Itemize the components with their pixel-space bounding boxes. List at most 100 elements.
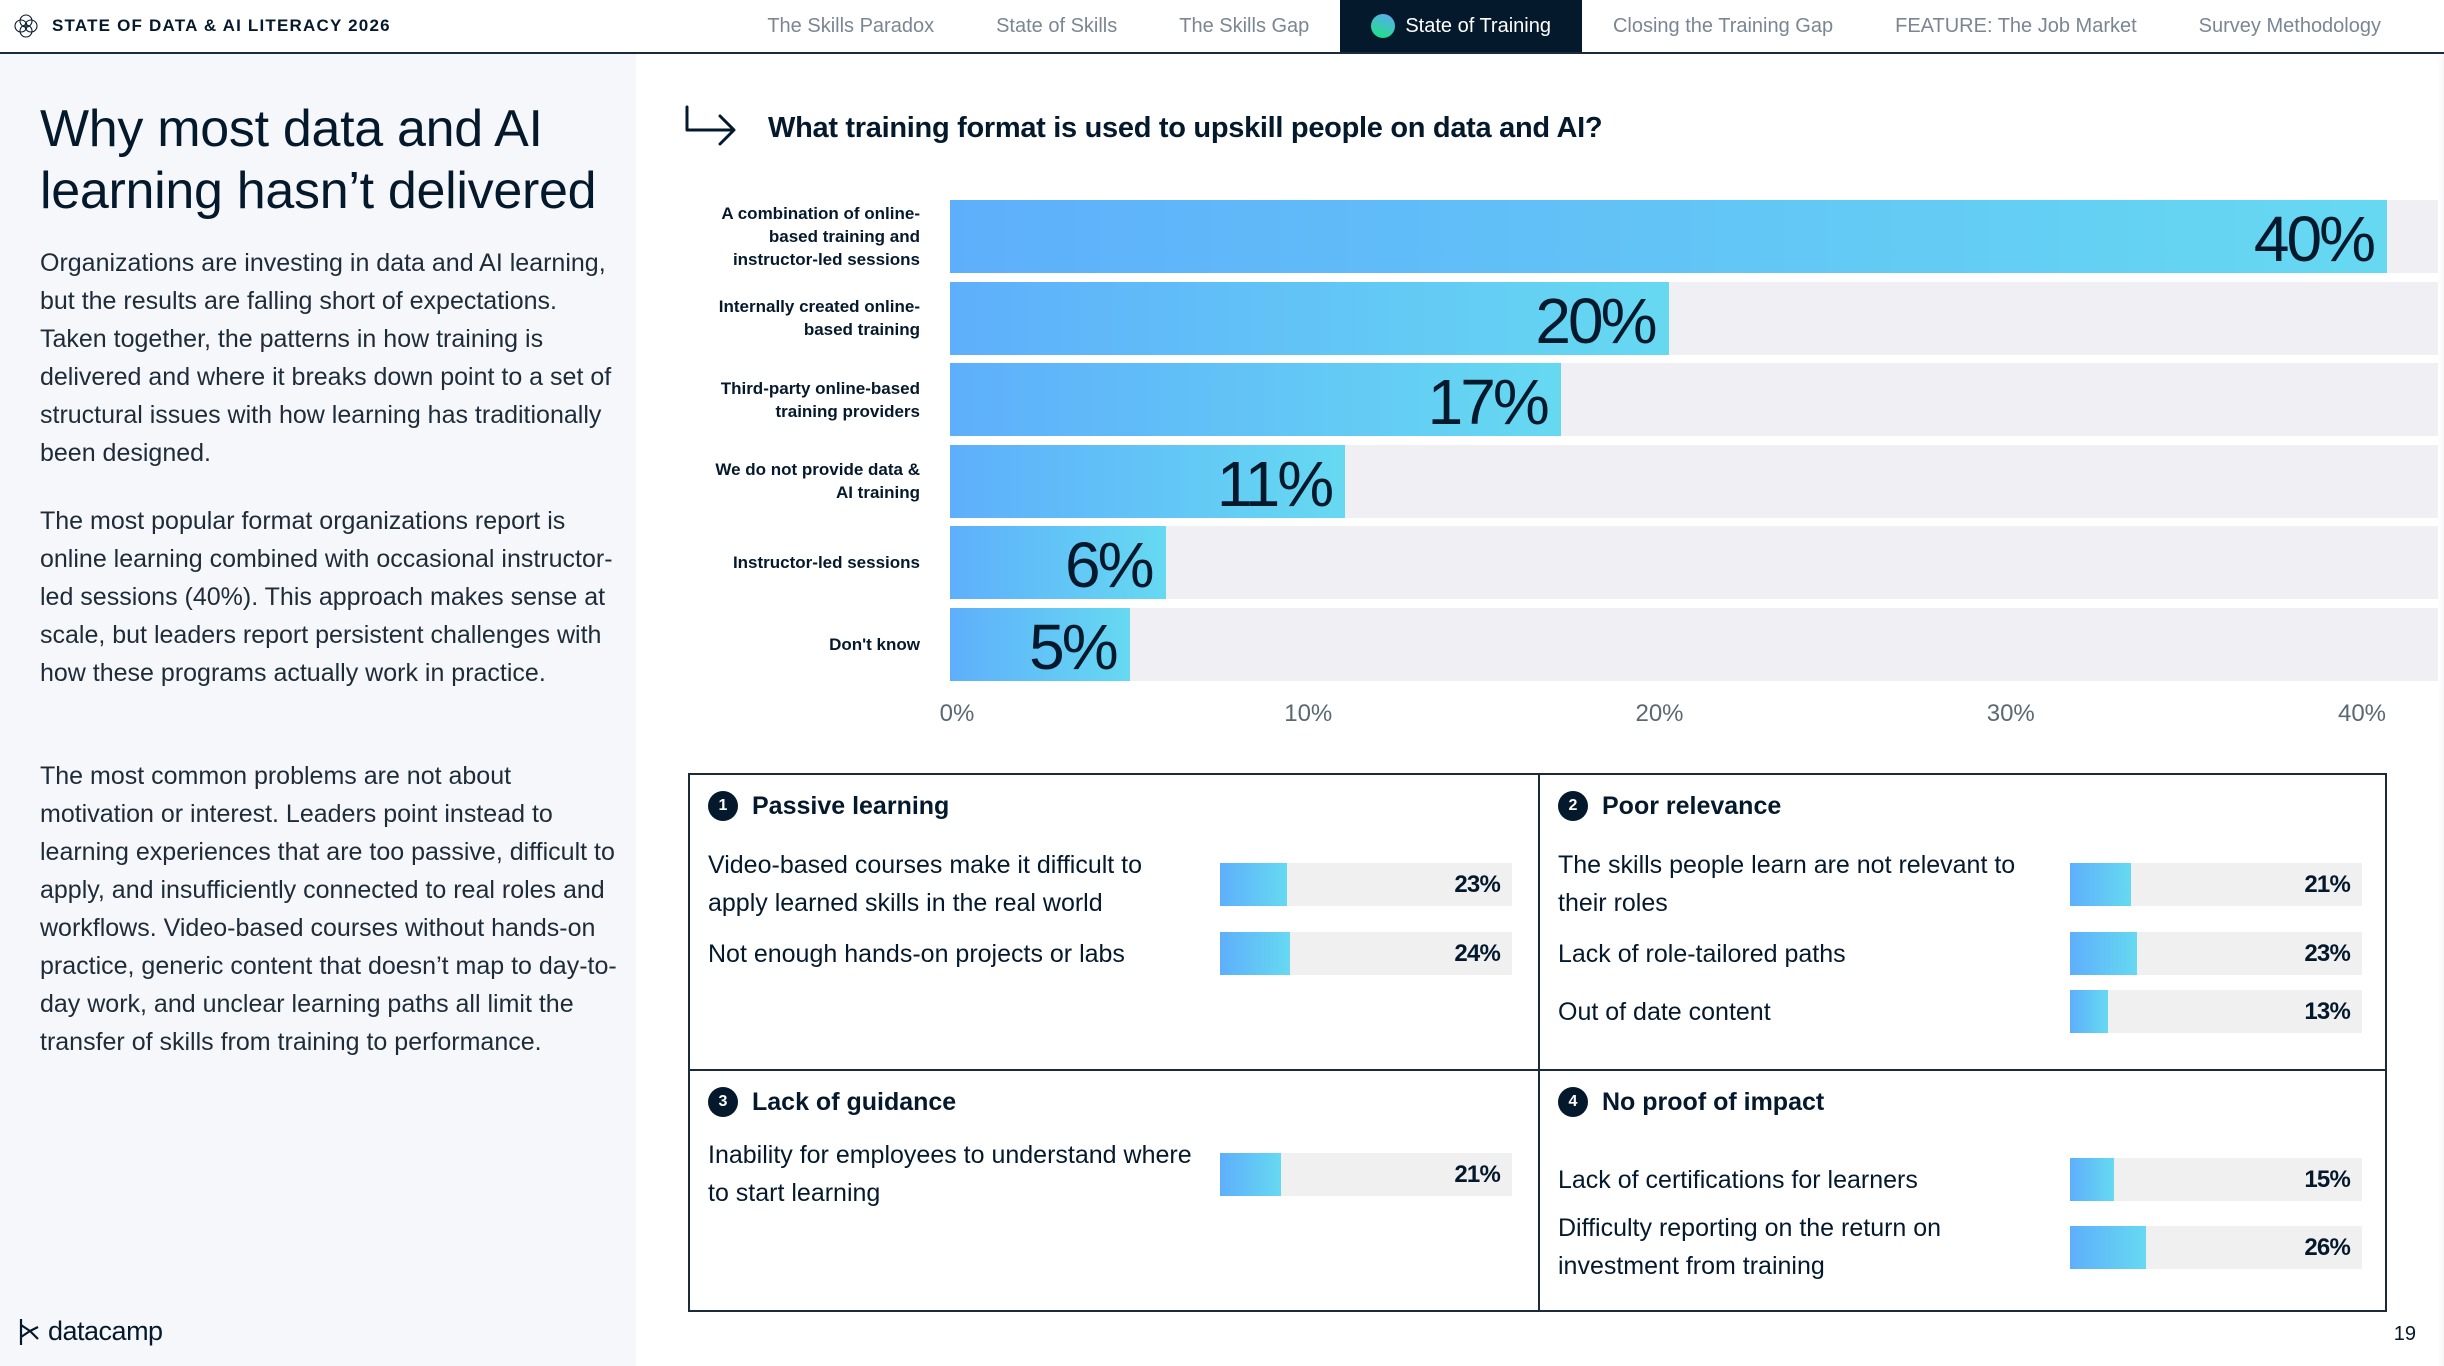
x-axis-tick-label: 0% [939,700,975,727]
mini-bar-value: 24% [1454,940,1500,967]
bar-track[interactable]: 17% [950,363,2438,438]
problem-item-text: Lack of certifications for learners [1558,1166,1918,1194]
datacamp-logo-text: datacamp [48,1316,163,1346]
bar-track[interactable]: 11% [950,444,2438,520]
bar: 6% [950,526,1166,601]
mini-bar-track: 13% [2070,990,2362,1033]
card-header: 2 Poor relevance [1558,791,1781,821]
intro-paragraph: The most common problems are not about m… [40,762,617,1056]
mini-bar-fill [2070,863,2132,906]
problem-item-text: Difficulty reporting on the return on in… [1558,1214,1942,1280]
tab-state-of-training[interactable]: State of Training [1340,0,1582,52]
datacamp-logo[interactable]: datacamp [18,1316,163,1347]
tab-state-of-skills[interactable]: State of Skills [965,0,1148,52]
section-tabs: The Skills Paradox State of Skills The S… [736,0,2412,52]
problem-card: 2 Poor relevance The skills people learn a… [1540,775,2387,1071]
mini-bar-value: 26% [2304,1234,2350,1261]
card-number-badge: 1 [708,791,738,821]
active-tab-dot-icon [1371,14,1396,38]
mini-bar-fill [2070,990,2108,1033]
mini-bar-value: 21% [1454,1161,1500,1188]
page-edge-shadow [2438,54,2444,1366]
mini-bar-value: 15% [2304,1166,2350,1193]
datacamp-logo-icon [19,1318,39,1345]
bar-category-label: Don't know [829,634,920,654]
mini-bar-track: 21% [2070,863,2362,906]
bar-value-label: 17% [1427,366,1550,438]
mini-bar-value: 23% [2304,940,2350,967]
bar-category-label: Internally created online-based training [718,297,920,339]
card-title: Lack of guidance [752,1087,957,1116]
mini-bar-fill [2070,1226,2146,1269]
mini-bar-track: 24% [1220,932,1512,975]
tab-the-skills-gap[interactable]: The Skills Gap [1148,0,1340,52]
bar-category-label: Third-party online-based training provide… [720,378,920,421]
page-title: Why most data and AI learning hasn’t del… [40,100,597,220]
bar: 17% [950,363,1561,438]
card-title: Passive learning [752,791,950,820]
top-nav-bar: STATE OF DATA & AI LITERACY 2026 The Ski… [0,0,2444,54]
mini-bar-track: 23% [2070,932,2362,975]
problem-cards-grid: 1 Passive learning Video-based courses mak… [688,773,2387,1312]
problem-item-text: Inability for employees to understand wh… [708,1141,1192,1207]
bar-value-label: 11% [1216,447,1334,520]
report-brand[interactable]: STATE OF DATA & AI LITERACY 2026 [12,0,391,52]
tab-feature-job-market[interactable]: FEATURE: The Job Market [1864,0,2168,52]
card-title: No proof of impact [1602,1087,1825,1116]
bar: 20% [950,281,1669,357]
bar-value-label: 6% [1065,529,1154,601]
mini-bar-value: 13% [2304,998,2350,1025]
bar-category-label: Instructor-led sessions [732,553,920,572]
card-number-badge: 4 [1558,1087,1588,1117]
bar-value-label: 40% [2253,203,2376,275]
tab-label: Survey Methodology [2198,14,2381,37]
tab-the-skills-paradox[interactable]: The Skills Paradox [736,0,965,52]
tab-label: State of Skills [996,14,1118,37]
problem-card: 1 Passive learning Video-based courses mak… [690,775,1540,1071]
flower-of-life-icon [14,14,38,38]
report-title: STATE OF DATA & AI LITERACY 2026 [52,16,391,35]
bar-track[interactable]: 40% [950,200,2438,275]
problem-item-text: The skills people learn are not relevant… [1558,851,2016,917]
card-header: 1 Passive learning [708,791,949,821]
tab-label: FEATURE: The Job Market [1895,14,2137,37]
tab-label: Closing the Training Gap [1612,14,1834,37]
bar-track[interactable]: 6% [950,526,2438,601]
mini-bar-track: 23% [1220,863,1512,906]
bar-track[interactable]: 5% [950,607,2438,683]
bar: 5% [950,607,1130,683]
arrow-turn-right-icon [685,105,736,146]
problem-item-text: Not enough hands-on projects or labs [708,940,1125,968]
problem-item-text: Video-based courses make it difficult to… [708,851,1143,917]
tab-label: The Skills Gap [1179,14,1310,37]
mini-bar-fill [1220,1153,1282,1196]
bar-category-label: A combination of online-based training a… [721,204,920,269]
mini-bar-fill [2070,932,2138,975]
intro-paragraph: Organizations are investing in data and … [40,249,612,467]
card-number-badge: 2 [1558,791,1588,821]
bar-track[interactable]: 20% [950,281,2438,357]
x-axis-tick-label: 30% [1986,700,2035,727]
card-title: Poor relevance [1602,791,1782,820]
mini-bar-value: 21% [2304,871,2350,898]
mini-bar-fill [2070,1158,2114,1201]
chart-question-title: What training format is used to upskill … [768,112,1603,144]
problem-card: 3 Lack of guidance Inability for employees… [690,1071,1540,1312]
x-axis-tick-label: 10% [1284,700,1333,727]
bar: 11% [950,444,1346,520]
tab-closing-the-training-gap[interactable]: Closing the Training Gap [1582,0,1864,52]
bar-value-label: 5% [1029,610,1118,683]
problem-item-text: Out of date content [1558,998,1771,1026]
page-number: 19 [2393,1323,2416,1345]
problem-card: 4 No proof of impact Lack of certification… [1540,1071,2387,1312]
tab-label: State of Training [1405,14,1551,37]
tab-survey-methodology[interactable]: Survey Methodology [2168,0,2412,52]
mini-bar-track: 26% [2070,1226,2362,1269]
card-header: 3 Lack of guidance [708,1087,956,1117]
x-axis-tick-label: 20% [1635,700,1684,727]
card-header: 4 No proof of impact [1558,1087,1824,1117]
intro-panel: Why most data and AI learning hasn’t del… [0,54,636,1366]
mini-bar-fill [1220,932,1291,975]
bar-value-label: 20% [1535,284,1657,357]
mini-bar-fill [1220,863,1288,906]
